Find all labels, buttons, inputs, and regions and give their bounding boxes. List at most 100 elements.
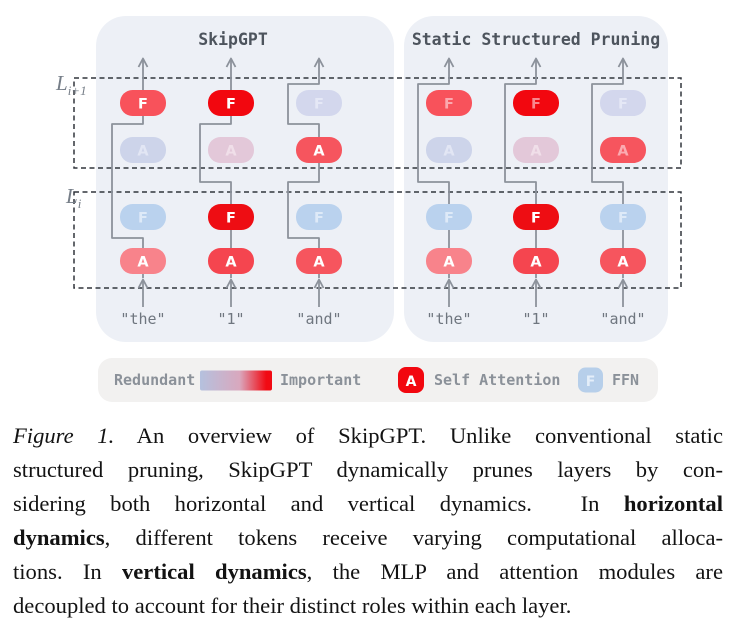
module-letter-f: F [138,211,148,227]
legend-attention-badge-letter: A [406,374,417,390]
caption-segment: sidering both horizontal and vertical dy… [13,491,624,516]
input-arrowhead [530,278,542,289]
caption-line: sidering both horizontal and vertical dy… [13,487,723,521]
module-letter-a: A [617,144,629,160]
flow-path [591,60,624,278]
legend-important-label: Important [280,371,361,389]
caption-segment: An overview of SkipGPT. Unlike conventio… [114,423,723,448]
top-arrowhead [225,57,237,68]
module-box-f [513,90,559,116]
module-letter-f: F [531,97,541,113]
caption-line: tions. In vertical dynamics, the MLP and… [13,555,723,589]
caption-line: decoupled to account for their distinct … [13,589,723,623]
top-arrowhead [617,57,629,68]
caption-segment: dynamics [13,525,105,550]
module-box-f [120,204,166,230]
legend-attention-badge [398,367,424,393]
module-letter-f: F [226,97,236,113]
module-box-f [120,90,166,116]
panel-bg-skipgpt [96,16,394,342]
panel-title: SkipGPT [198,30,268,49]
module-letter-f: F [138,97,148,113]
module-box-a [296,137,342,163]
legend-redundant-label: Redundant [114,371,195,389]
caption-segment: , the MLP and attention modules are [306,559,723,584]
module-box-f [426,204,472,230]
module-box-a [600,248,646,274]
module-box-f [600,204,646,230]
token-label: "the" [120,310,165,328]
module-letter-f: F [444,97,454,113]
flow-path [417,60,450,278]
module-letter-f: F [314,97,324,113]
token-label: "1" [217,310,244,328]
module-letter-a: A [530,144,542,160]
legend-ffn-badge-letter: F [586,374,596,390]
module-box-f [513,204,559,230]
module-letter-a: A [530,255,542,271]
module-box-a [513,248,559,274]
token-label: "and" [296,310,341,328]
caption-segment: tions. In [13,559,122,584]
caption-segment: decoupled to account for their distinct … [13,593,572,618]
module-box-f [426,90,472,116]
caption-line: Figure 1. An overview of SkipGPT. Unlike… [13,419,723,453]
caption-segment: vertical dynamics [121,559,307,584]
module-box-a [120,248,166,274]
module-letter-a: A [313,255,325,271]
module-letter-f: F [531,211,541,227]
input-arrowhead [443,278,455,289]
layer-box-lower [73,191,682,289]
panel-title: Static Structured Pruning [412,30,660,49]
module-box-a [296,248,342,274]
figure-caption: Figure 1. An overview of SkipGPT. Unlike… [0,412,736,623]
legend-ffn-label: FFN [612,371,639,389]
module-box-f [208,90,254,116]
legend-attention-label: Self Attention [434,371,560,389]
legend-gradient-bar [200,370,272,391]
layer-label-upper: Li+1 [55,71,87,98]
module-letter-f: F [444,211,454,227]
top-arrowhead [443,57,455,68]
caption-line: dynamics, different tokens receive varyi… [13,521,723,555]
module-letter-a: A [443,144,455,160]
input-arrowhead [225,278,237,289]
layer-label-lower: Li [65,184,82,211]
module-letter-a: A [137,255,149,271]
module-letter-a: A [225,144,237,160]
top-arrowhead [313,57,325,68]
module-letter-a: A [137,144,149,160]
caption-segment: , different tokens receive varying compu… [104,525,723,550]
input-arrowhead [313,278,325,289]
module-letter-a: A [313,144,325,160]
module-letter-a: A [617,255,629,271]
skipgpt-diagram: SkipGPT Static Structured Pruning Li+1 Li A F… [55,16,682,402]
caption-segment: structured pruning, SkipGPT dynamically … [13,457,723,482]
flow-path [504,60,537,278]
module-box-f [600,90,646,116]
top-arrowhead [137,57,149,68]
top-arrowhead [530,57,542,68]
caption-segment: Figure 1. [13,423,115,448]
module-box-a [208,137,254,163]
input-arrowhead [617,278,629,289]
token-label: "1" [522,310,549,328]
caption-line: structured pruning, SkipGPT dynamically … [13,453,723,487]
module-box-a [208,248,254,274]
token-label: "and" [600,310,645,328]
module-box-f [296,90,342,116]
module-box-f [296,204,342,230]
module-box-a [600,137,646,163]
token-label: "the" [426,310,471,328]
module-box-a [426,137,472,163]
caption-segment: horizontal [623,491,723,516]
legend-bg [98,358,658,402]
module-letter-a: A [443,255,455,271]
input-arrowhead [137,278,149,289]
module-letter-a: A [225,255,237,271]
module-letter-f: F [226,211,236,227]
module-letter-f: F [314,211,324,227]
module-letter-f: F [618,211,628,227]
legend-ffn-badge [578,367,603,393]
